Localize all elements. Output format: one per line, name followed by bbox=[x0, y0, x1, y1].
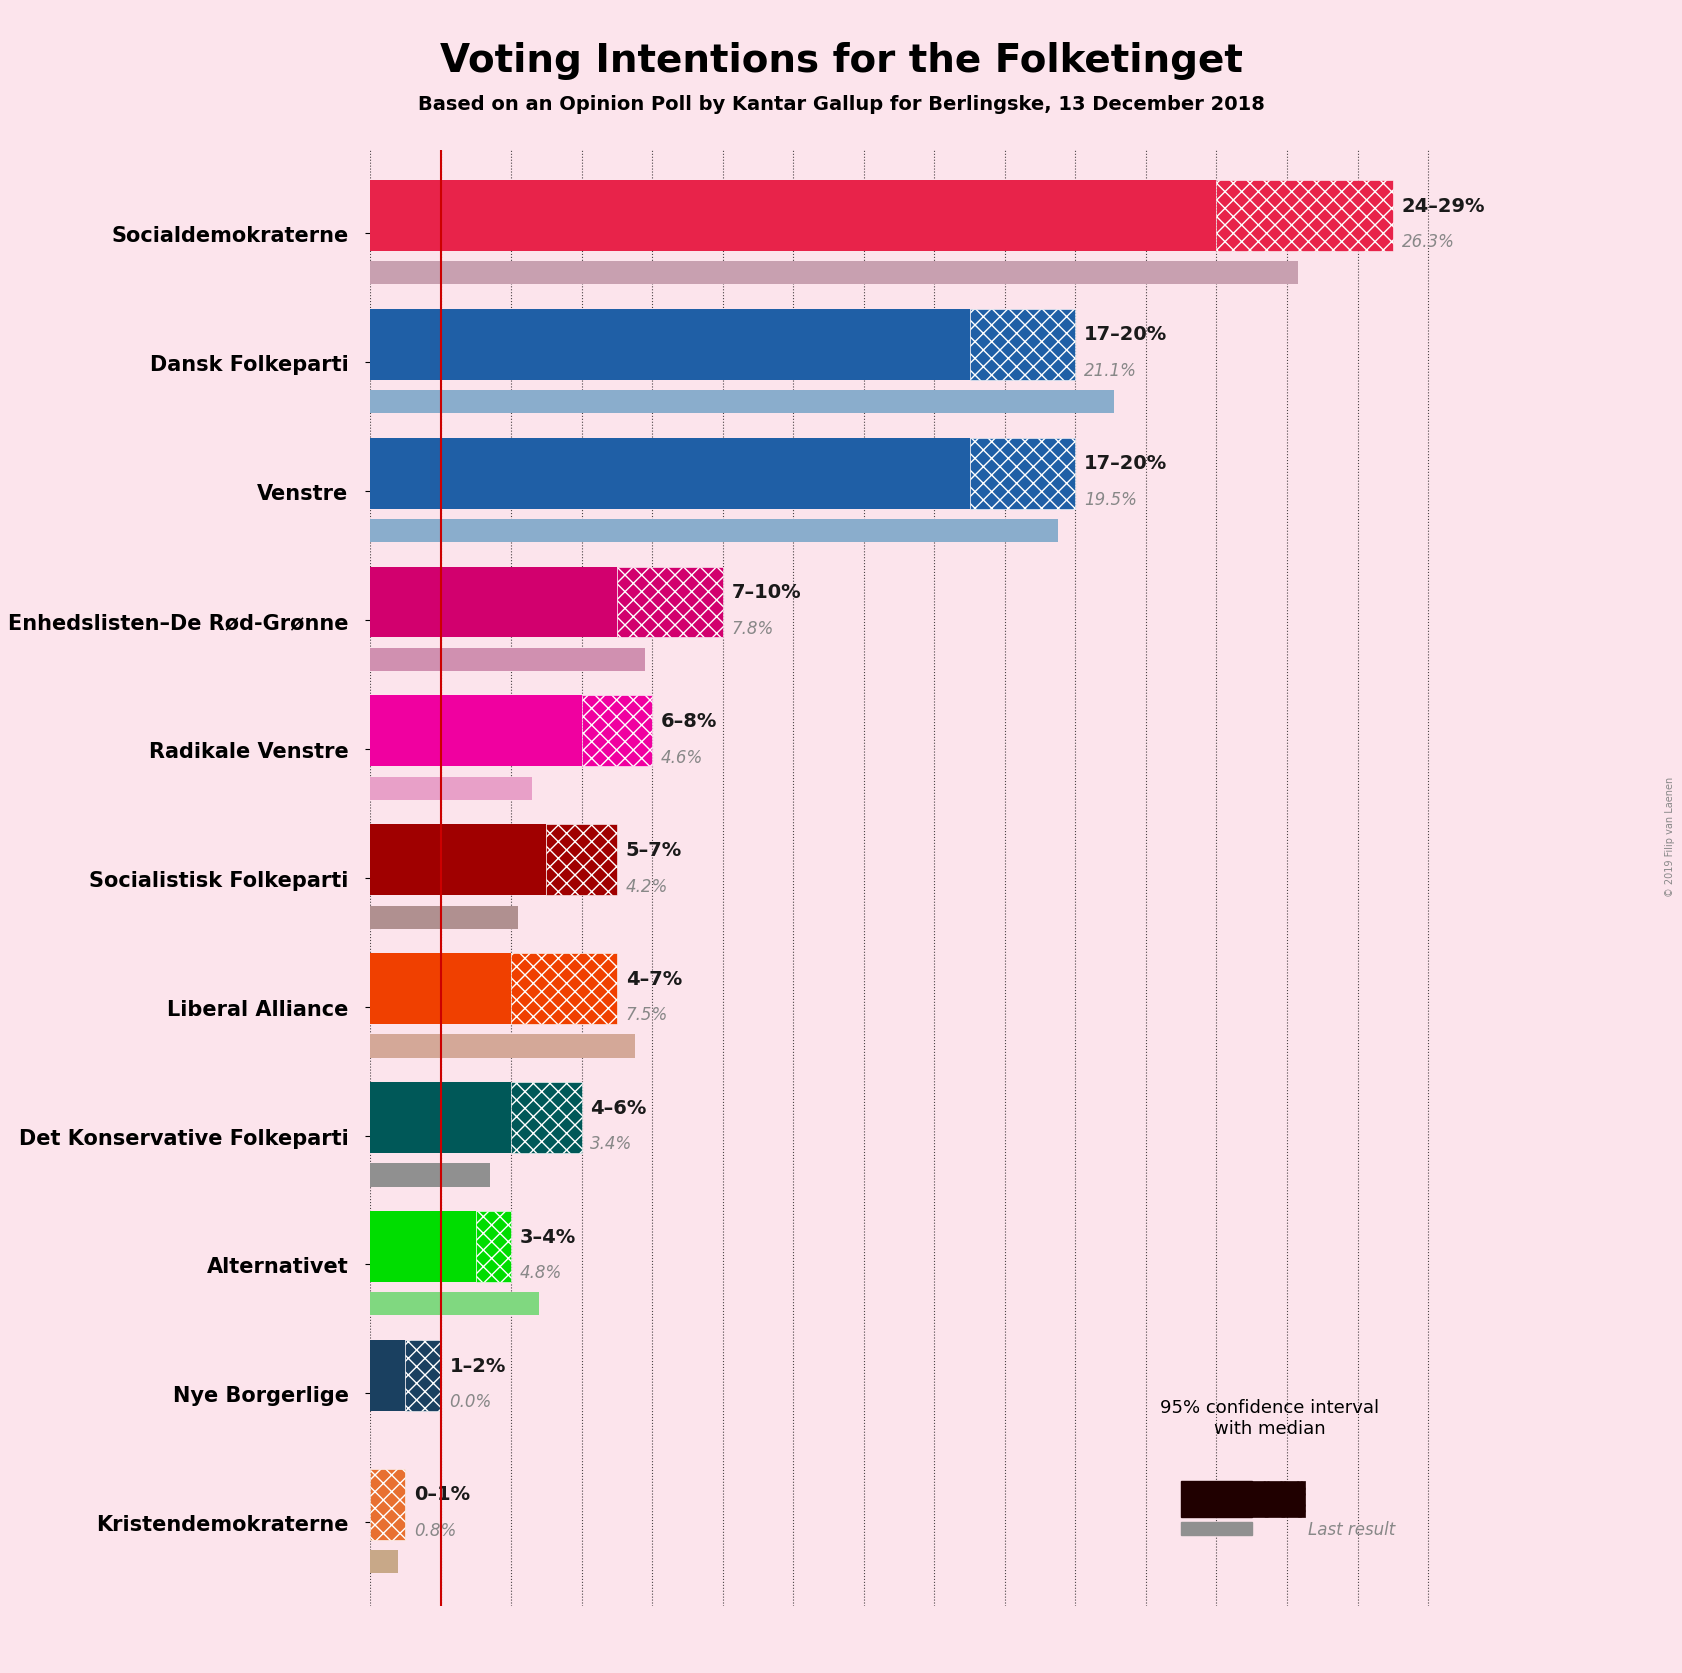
Bar bbox=[370, 907, 518, 929]
Bar bbox=[370, 1164, 489, 1186]
Bar bbox=[370, 391, 1113, 413]
Text: 7.5%: 7.5% bbox=[626, 1005, 668, 1024]
Bar bbox=[405, 1340, 441, 1410]
Text: 3–4%: 3–4% bbox=[520, 1226, 577, 1246]
Text: 5–7%: 5–7% bbox=[626, 840, 681, 860]
Bar bbox=[370, 778, 532, 800]
Text: 4.6%: 4.6% bbox=[661, 748, 703, 766]
Bar bbox=[370, 825, 547, 895]
Text: 0.0%: 0.0% bbox=[449, 1392, 491, 1410]
Text: 3.4%: 3.4% bbox=[590, 1134, 632, 1153]
Text: 17–20%: 17–20% bbox=[1085, 325, 1167, 345]
Bar bbox=[617, 567, 723, 637]
Text: 0–1%: 0–1% bbox=[414, 1484, 471, 1504]
Bar bbox=[511, 1082, 582, 1153]
Bar bbox=[476, 1211, 511, 1282]
Bar bbox=[370, 181, 1216, 251]
Text: 21.1%: 21.1% bbox=[1085, 361, 1137, 380]
Text: Voting Intentions for the Folketinget: Voting Intentions for the Folketinget bbox=[439, 42, 1243, 80]
Bar bbox=[370, 649, 646, 671]
Bar bbox=[1181, 1481, 1251, 1517]
Text: 24–29%: 24–29% bbox=[1401, 196, 1485, 216]
Bar bbox=[969, 310, 1075, 380]
Bar bbox=[370, 438, 969, 509]
Text: 19.5%: 19.5% bbox=[1085, 490, 1137, 509]
Bar bbox=[370, 263, 1297, 284]
Text: Based on an Opinion Poll by Kantar Gallup for Berlingske, 13 December 2018: Based on an Opinion Poll by Kantar Gallu… bbox=[417, 95, 1265, 114]
Bar bbox=[370, 954, 511, 1024]
Text: 4.2%: 4.2% bbox=[626, 877, 668, 895]
Text: 4–6%: 4–6% bbox=[590, 1097, 648, 1118]
Text: 0.8%: 0.8% bbox=[414, 1521, 456, 1539]
Bar bbox=[969, 438, 1075, 509]
Bar bbox=[370, 1551, 399, 1573]
Bar bbox=[1181, 1522, 1251, 1536]
Text: 6–8%: 6–8% bbox=[661, 711, 718, 731]
Bar bbox=[370, 520, 1058, 542]
Text: 4.8%: 4.8% bbox=[520, 1263, 562, 1282]
Bar bbox=[370, 696, 582, 766]
Text: 17–20%: 17–20% bbox=[1085, 453, 1167, 473]
Text: 1–2%: 1–2% bbox=[449, 1355, 506, 1375]
Bar bbox=[370, 310, 969, 380]
Bar bbox=[370, 1340, 405, 1410]
Bar bbox=[511, 954, 617, 1024]
Text: 4–7%: 4–7% bbox=[626, 969, 681, 989]
Bar bbox=[370, 1293, 540, 1315]
Bar bbox=[370, 567, 617, 637]
Bar bbox=[370, 1036, 634, 1057]
Text: © 2019 Filip van Laenen: © 2019 Filip van Laenen bbox=[1665, 776, 1675, 897]
Text: 7–10%: 7–10% bbox=[732, 582, 801, 602]
Bar bbox=[1216, 181, 1393, 251]
Bar bbox=[370, 1082, 511, 1153]
Text: 95% confidence interval
with median: 95% confidence interval with median bbox=[1161, 1399, 1379, 1437]
Bar bbox=[1251, 1481, 1305, 1517]
Text: 7.8%: 7.8% bbox=[732, 619, 774, 637]
Text: 26.3%: 26.3% bbox=[1401, 233, 1455, 251]
Bar bbox=[370, 1211, 476, 1282]
Bar bbox=[370, 1469, 405, 1539]
Text: Last result: Last result bbox=[1309, 1519, 1396, 1537]
Bar bbox=[582, 696, 653, 766]
Bar bbox=[547, 825, 617, 895]
